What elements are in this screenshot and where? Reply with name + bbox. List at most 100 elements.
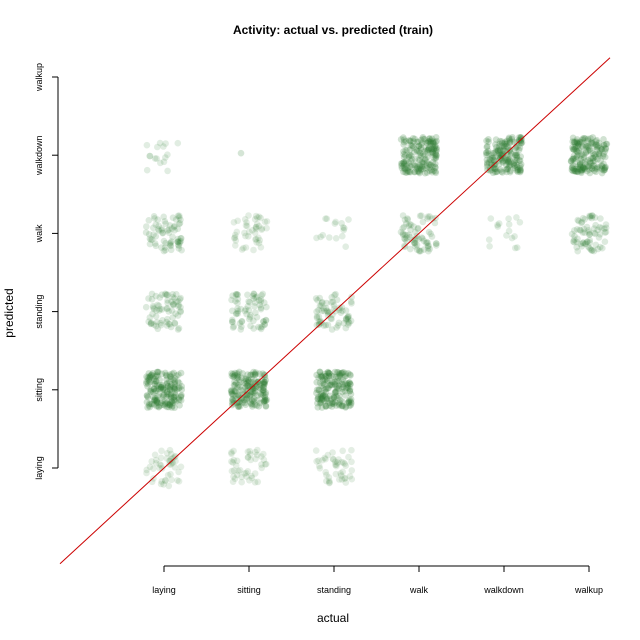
data-point: [598, 166, 606, 173]
data-point: [579, 239, 587, 246]
data-point: [574, 168, 582, 176]
data-point: [253, 313, 261, 321]
data-point: [400, 134, 407, 141]
data-point: [505, 227, 513, 235]
data-point: [230, 323, 238, 330]
data-point: [597, 144, 605, 152]
data-point: [343, 385, 350, 392]
data-point: [507, 150, 515, 157]
data-point: [147, 388, 155, 395]
data-point: [578, 158, 585, 165]
data-point: [163, 400, 170, 407]
data-point: [242, 306, 250, 313]
data-point: [163, 450, 171, 457]
data-point: [150, 401, 158, 408]
data-point: [338, 402, 346, 410]
data-point: [587, 139, 595, 147]
data-point: [164, 315, 171, 323]
data-point: [329, 379, 337, 386]
data-point: [168, 387, 176, 395]
data-point: [514, 166, 521, 174]
data-point: [342, 479, 350, 486]
data-point: [339, 388, 346, 396]
data-point: [172, 310, 179, 318]
data-point: [572, 155, 579, 162]
data-point: [347, 380, 354, 388]
data-point: [171, 385, 179, 393]
data-point: [578, 166, 585, 174]
data-point: [146, 375, 153, 382]
data-point: [577, 240, 585, 248]
data-point: [315, 321, 323, 328]
data-point: [317, 373, 325, 381]
data-point: [404, 164, 412, 172]
data-point: [328, 299, 335, 306]
data-point: [573, 138, 580, 145]
data-point: [584, 135, 592, 143]
data-point: [586, 244, 593, 252]
data-point: [254, 396, 261, 404]
data-point: [400, 141, 408, 148]
data-point: [171, 380, 179, 387]
data-point: [504, 156, 511, 164]
data-point: [158, 291, 166, 299]
data-point: [230, 467, 238, 474]
data-point: [424, 239, 431, 246]
data-point: [236, 403, 244, 410]
data-point: [258, 226, 266, 233]
data-point: [152, 322, 160, 330]
data-point: [232, 392, 239, 400]
data-point: [347, 396, 355, 403]
data-point: [261, 393, 269, 401]
data-point: [505, 134, 513, 142]
data-point: [244, 371, 251, 378]
data-point: [228, 372, 236, 380]
data-point: [165, 308, 172, 315]
data-point: [408, 142, 416, 150]
data-point: [259, 380, 267, 387]
data-point: [433, 242, 440, 249]
data-point: [512, 244, 519, 252]
data-point: [150, 305, 158, 313]
data-point: [339, 383, 347, 391]
data-point: [329, 399, 336, 407]
data-point: [590, 247, 598, 255]
data-point: [162, 246, 169, 254]
data-point: [167, 391, 175, 398]
data-point: [330, 456, 337, 463]
data-point: [594, 245, 602, 253]
data-point: [348, 475, 356, 483]
data-point: [247, 399, 254, 406]
data-point: [171, 381, 178, 388]
data-point: [241, 229, 248, 237]
data-point: [171, 375, 179, 382]
data-point: [513, 139, 521, 146]
data-point: [244, 386, 251, 394]
data-point: [423, 239, 431, 246]
data-point: [177, 308, 184, 316]
data-point: [234, 372, 241, 380]
data-point: [167, 242, 175, 250]
data-point: [584, 243, 592, 250]
data-point: [424, 153, 432, 160]
data-point: [148, 400, 156, 408]
data-point: [230, 381, 238, 389]
data-point: [343, 315, 350, 322]
data-point: [161, 398, 168, 405]
data-point: [333, 461, 340, 468]
data-point: [232, 462, 240, 469]
data-point: [597, 157, 604, 164]
data-point: [150, 231, 157, 238]
data-point: [242, 377, 250, 385]
data-point: [573, 153, 581, 161]
data-point: [174, 238, 182, 246]
data-point: [328, 381, 335, 388]
data-point: [261, 381, 268, 388]
data-point: [592, 168, 600, 176]
data-point: [581, 166, 588, 173]
data-point: [427, 137, 435, 144]
data-point: [588, 214, 596, 222]
data-point: [416, 164, 424, 171]
data-point: [517, 137, 524, 145]
data-point: [237, 326, 245, 333]
